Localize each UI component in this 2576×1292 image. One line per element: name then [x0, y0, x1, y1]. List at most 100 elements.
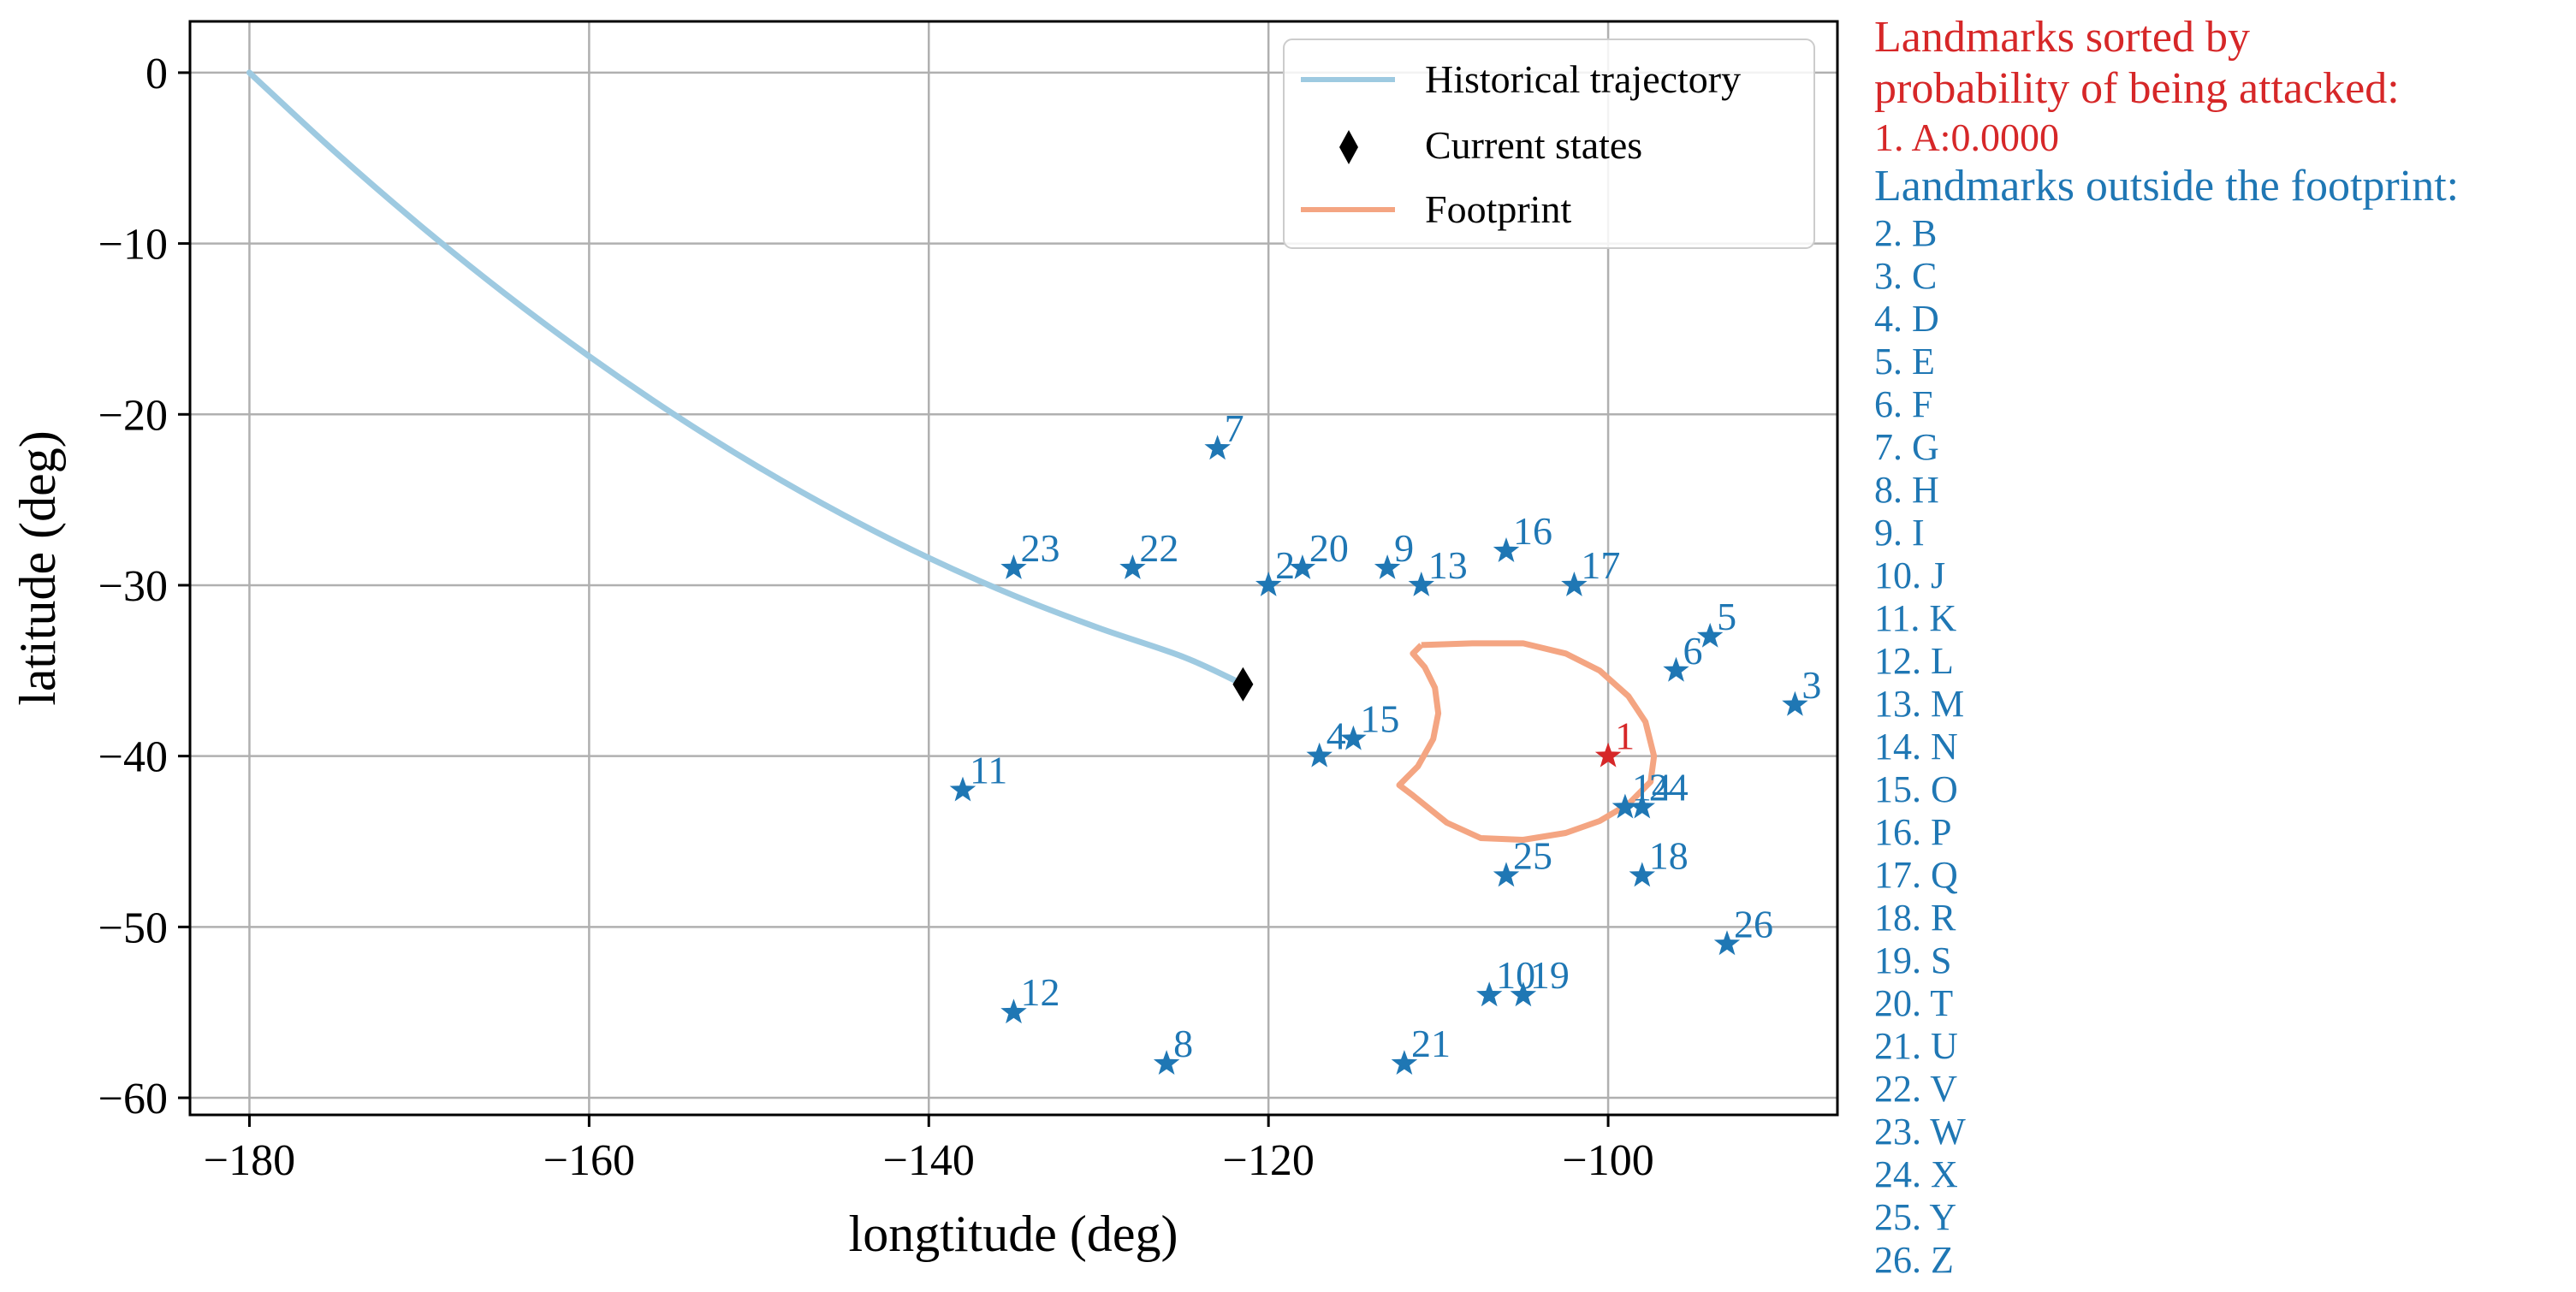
y-axis-title: latitude (deg)	[9, 430, 66, 706]
landmark-number-label: 6	[1683, 629, 1702, 673]
landmark-number-label: 10	[1496, 953, 1535, 997]
landmark-3: 3	[1782, 663, 1821, 716]
landmark-26: 26	[1713, 902, 1773, 956]
plot-frame	[188, 20, 1839, 1117]
x-tick-label: −100	[1562, 1136, 1653, 1185]
outside-footprint-item: 12. L	[1874, 640, 1954, 682]
landmark-star-marker	[1000, 999, 1027, 1024]
current-state-diamond	[1232, 667, 1254, 702]
outside-footprint-item: 20. T	[1874, 982, 1954, 1024]
landmark-16: 16	[1493, 509, 1552, 562]
footprint-boundary	[1396, 640, 1658, 843]
landmark-7: 7	[1204, 406, 1244, 460]
landmark-star-marker	[1594, 742, 1622, 767]
landmark-number-label: 9	[1394, 526, 1414, 570]
outside-footprint-item: 21. U	[1874, 1025, 1958, 1067]
landmark-star-marker	[1289, 554, 1316, 579]
y-tick-label: −30	[98, 562, 168, 611]
state-layer	[1232, 667, 1254, 702]
landmark-star-marker	[1611, 793, 1639, 819]
landmark-star-marker	[1696, 622, 1724, 648]
landmark-number-label: 21	[1411, 1022, 1451, 1065]
outside-footprint-item: 23. W	[1874, 1111, 1966, 1153]
footprint-layer	[1396, 640, 1658, 843]
outside-footprint-item: 22. V	[1874, 1068, 1957, 1110]
landmark-21: 21	[1391, 1022, 1451, 1075]
landmark-star-marker	[1204, 435, 1231, 460]
outside-footprint-list: 2. B 3. C 4. D 5. E 6. F 7. G 8. H 9. I 10. J 11.…	[1874, 212, 2572, 1282]
landmark-20: 20	[1289, 526, 1349, 579]
outside-footprint-item: 11. K	[1874, 597, 1957, 639]
landmark-number-label: 4	[1327, 714, 1346, 758]
y-tick-label: −20	[98, 391, 168, 440]
landmark-11: 11	[949, 749, 1007, 802]
legend-box	[1283, 39, 1815, 249]
landmark-18: 18	[1629, 833, 1689, 887]
outside-footprint-item: 26. Z	[1874, 1239, 1954, 1281]
landmark-star-marker	[1629, 793, 1655, 819]
landmark-number-label: 25	[1513, 833, 1552, 877]
landmark-number-label: 24	[1649, 766, 1689, 809]
attacked-landmark-item: 1. A:0.0000	[1874, 116, 2059, 159]
grid-lines	[190, 21, 1837, 1115]
landmark-4: 4	[1306, 714, 1346, 767]
landmark-5: 5	[1696, 595, 1736, 648]
landmark-19: 19	[1510, 953, 1570, 1007]
legend-label-current-states: Current states	[1425, 123, 1642, 167]
landmark-layer: 1234567891011121314151617181920212223242…	[949, 406, 1821, 1075]
outside-footprint-heading: Landmarks outside the footprint:	[1874, 162, 2460, 210]
landmark-star-marker	[1408, 572, 1434, 596]
outside-footprint-item: 24. X	[1874, 1153, 1958, 1195]
landmark-star-marker	[1391, 1050, 1418, 1075]
landmark-star-marker	[1510, 981, 1537, 1007]
outside-footprint-item: 18. R	[1874, 897, 1956, 939]
outside-footprint-item: 4. D	[1874, 298, 1939, 340]
landmark-6: 6	[1663, 629, 1702, 682]
legend: Historical trajectory Current states Foo…	[1283, 39, 1815, 249]
y-tick-label: −60	[98, 1075, 168, 1123]
landmark-number-label: 18	[1649, 833, 1689, 877]
landmark-star-marker	[1713, 930, 1741, 956]
outside-footprint-item: 13. M	[1874, 683, 1965, 725]
legend-label-footprint: Footprint	[1425, 187, 1571, 231]
landmark-star-marker	[1493, 862, 1520, 887]
landmark-number-label: 3	[1801, 663, 1821, 707]
historical-trajectory-line	[246, 69, 1246, 688]
landmark-star-marker	[1663, 656, 1689, 682]
landmark-17: 17	[1561, 543, 1620, 596]
landmark-22: 22	[1119, 526, 1178, 579]
outside-footprint-item: 7. G	[1874, 426, 1939, 468]
y-tick-label: 0	[145, 50, 168, 98]
outside-footprint-item: 9. I	[1874, 512, 1925, 554]
landmark-23: 23	[1000, 526, 1060, 579]
landmark-number-label: 20	[1309, 526, 1349, 570]
landmark-number-label: 19	[1530, 953, 1570, 997]
outside-footprint-item: 5. E	[1874, 341, 1935, 382]
landmark-8: 8	[1153, 1022, 1193, 1075]
landmark-9: 9	[1374, 526, 1414, 579]
landmark-number-label: 1	[1615, 714, 1635, 758]
landmark-15: 15	[1340, 697, 1399, 750]
landmark-star-marker	[1476, 981, 1503, 1007]
legend-diamond-icon	[1339, 130, 1358, 164]
landmark-star-marker	[1340, 725, 1367, 750]
landmark-star-marker	[1119, 554, 1146, 579]
outside-footprint-item: 6. F	[1874, 383, 1933, 425]
landmark-ranking-panel: Landmarks sorted by probability of being…	[1874, 12, 2572, 1282]
landmark-number-label: 17	[1581, 543, 1620, 587]
landmark-number-label: 14	[1632, 766, 1671, 809]
trajectory-layer	[246, 69, 1246, 688]
landmark-number-label: 11	[970, 749, 1007, 792]
landmark-14: 14	[1611, 766, 1671, 819]
ranking-heading-line2: probability of being attacked:	[1874, 64, 2400, 113]
outside-footprint-item: 19. S	[1874, 939, 1952, 981]
x-tick-label: −140	[883, 1136, 975, 1185]
landmark-number-label: 22	[1139, 526, 1178, 570]
landmark-number-label: 7	[1225, 406, 1244, 450]
y-tick-label: −50	[98, 904, 168, 952]
outside-footprint-item: 10. J	[1874, 554, 1946, 596]
outside-footprint-item: 25. Y	[1874, 1196, 1957, 1238]
landmark-star-marker	[1255, 572, 1282, 596]
landmark-2: 2	[1255, 543, 1295, 596]
